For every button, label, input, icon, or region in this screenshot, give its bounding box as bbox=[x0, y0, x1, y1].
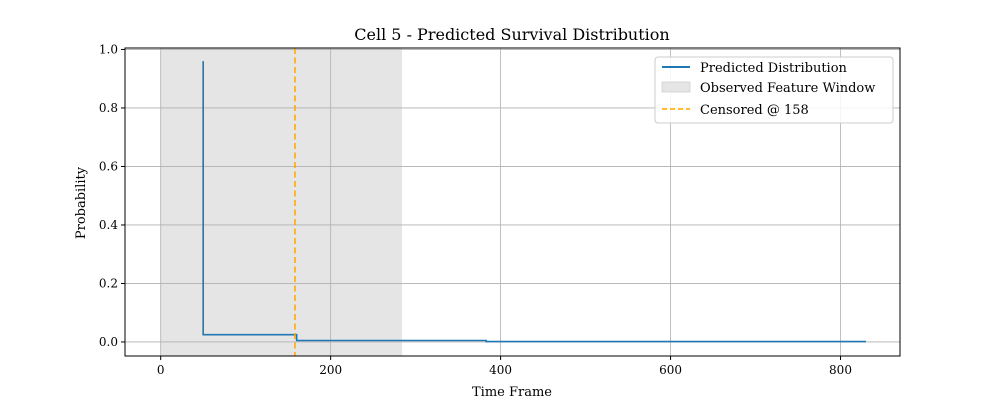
y-axis-label: Probability bbox=[74, 166, 89, 239]
observed-feature-window bbox=[160, 48, 403, 356]
y-tick-label-2: 0.4 bbox=[99, 218, 118, 232]
legend: Predicted Distribution Observed Feature … bbox=[654, 56, 894, 124]
chart-title: Cell 5 - Predicted Survival Distribution bbox=[354, 25, 669, 44]
x-tick-label-3: 600 bbox=[659, 363, 682, 377]
x-tick-label-0: 0 bbox=[157, 363, 165, 377]
y-tick-label-1: 0.2 bbox=[99, 276, 118, 290]
y-tick-label-4: 0.8 bbox=[99, 101, 118, 115]
y-tick-label-5: 1.0 bbox=[99, 42, 118, 56]
legend-label-observed-feature-window: Observed Feature Window bbox=[700, 81, 875, 96]
series-line-0 bbox=[202, 61, 867, 343]
axes-frame bbox=[124, 47, 901, 357]
legend-box bbox=[654, 56, 894, 124]
legend-swatch-observed-feature-window bbox=[661, 81, 691, 93]
x-axis-label: Time Frame bbox=[472, 385, 552, 400]
y-tick-label-3: 0.6 bbox=[99, 159, 118, 173]
plot-area: 0 200 400 600 800 0.0 0.2 0.4 0.6 0.8 1.0 bbox=[99, 42, 901, 377]
y-tick-label-0: 0.0 bbox=[99, 335, 118, 349]
x-tick-label-1: 200 bbox=[319, 363, 342, 377]
legend-label-censored: Censored @ 158 bbox=[700, 103, 809, 118]
legend-label-predicted-distribution: Predicted Distribution bbox=[700, 61, 848, 76]
x-tick-label-2: 400 bbox=[489, 363, 512, 377]
x-tick-label-4: 800 bbox=[829, 363, 852, 377]
